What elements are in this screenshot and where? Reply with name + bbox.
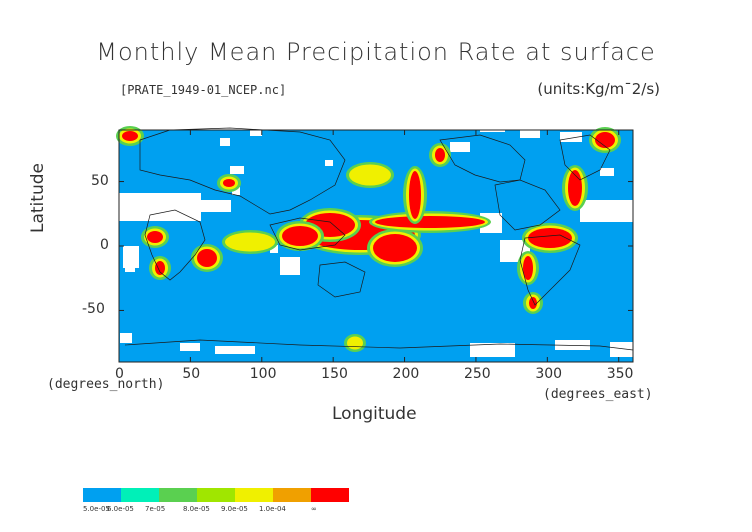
precip-core [375,216,485,228]
precip-zone [225,232,275,252]
missing-data-patch [325,160,333,166]
precip-core [223,179,235,187]
x-tick-label: 250 [463,366,491,382]
precip-core [282,226,318,246]
precip-core [409,171,421,219]
missing-data-patch [120,333,132,343]
colorbar-label: ∞ [311,505,317,513]
y-tick-label: 50 [91,172,109,189]
units-label: (units:Kg/m¯2/s) [537,80,660,98]
x-tick-label: 300 [535,366,563,382]
coastline [139,127,346,215]
missing-data-patch [600,168,614,176]
x-tick-label: 100 [249,366,277,382]
colorbar-swatch [197,488,235,502]
precip-zone [347,336,363,350]
chart-title: Monthly Mean Precipitation Rate at surfa… [96,38,656,66]
precip-zone [349,164,391,186]
colorbar-swatch [83,488,121,502]
colorbar-label: 6.0e-05 [107,505,134,513]
missing-data-patch [610,342,633,357]
coastline [144,209,206,281]
precip-core [568,170,582,206]
precip-core [529,297,537,309]
colorbar-label: 7e-05 [145,505,166,513]
colorbar-swatch [121,488,159,502]
missing-data-patch [180,343,200,351]
file-label: [PRATE_1949-01_NCEP.nc] [120,83,287,97]
missing-data-patch [215,346,255,354]
colorbar-swatch [273,488,311,502]
x-tick-label: 150 [321,366,348,382]
missing-data-patch [270,245,278,253]
colorbar-label: 5.0e-05 [83,505,110,513]
precip-core [147,231,163,243]
precip-core [373,234,417,262]
missing-data-patch [560,132,582,142]
missing-data-patch [250,128,262,136]
missing-data-patch [125,262,135,272]
colorbar-swatch [235,488,273,502]
colorbar-swatch [159,488,197,502]
precip-core [595,132,615,148]
precip-core [435,148,445,162]
coastline [494,179,561,231]
x-axis-label: Longitude [332,404,417,424]
coastline [124,339,634,351]
coastline [559,134,611,181]
missing-data-patch [220,138,230,146]
missing-data-patch [555,340,590,350]
y-tick-label: 0 [100,237,109,253]
colorbar-label: 9.0e-05 [221,505,248,513]
coastline [317,261,366,298]
x-tick-label: 350 [606,366,634,382]
missing-data-patch [119,193,201,221]
missing-data-patch [580,200,633,222]
colorbar-swatch [311,488,349,502]
x-tick-label: 50 [182,366,201,382]
x-sub-label-right: (degrees_east) [543,387,653,402]
missing-data-patch [480,122,505,132]
y-tick-label: -50 [82,301,105,318]
missing-data-patch [450,142,470,152]
missing-data-patch [201,200,231,212]
coastline [269,217,346,251]
missing-data-patch [280,257,300,275]
x-tick-label: 0 [115,366,124,382]
colorbar [83,488,349,502]
x-tick-label: 200 [392,366,420,382]
coastline [519,234,581,306]
missing-data-patch [230,166,244,174]
missing-data-patch [470,343,515,357]
precip-core [528,228,572,248]
precip-core [155,261,165,275]
coastline [439,134,526,183]
missing-data-patch [232,187,240,195]
x-sub-label-left: (degrees_north) [47,377,165,392]
precip-core [122,131,138,141]
colorbar-label: 1.0e-04 [259,505,286,513]
missing-data-patch [520,130,540,138]
precip-core [523,256,533,280]
precip-core [197,249,217,267]
colorbar-label: 8.0e-05 [183,505,210,513]
